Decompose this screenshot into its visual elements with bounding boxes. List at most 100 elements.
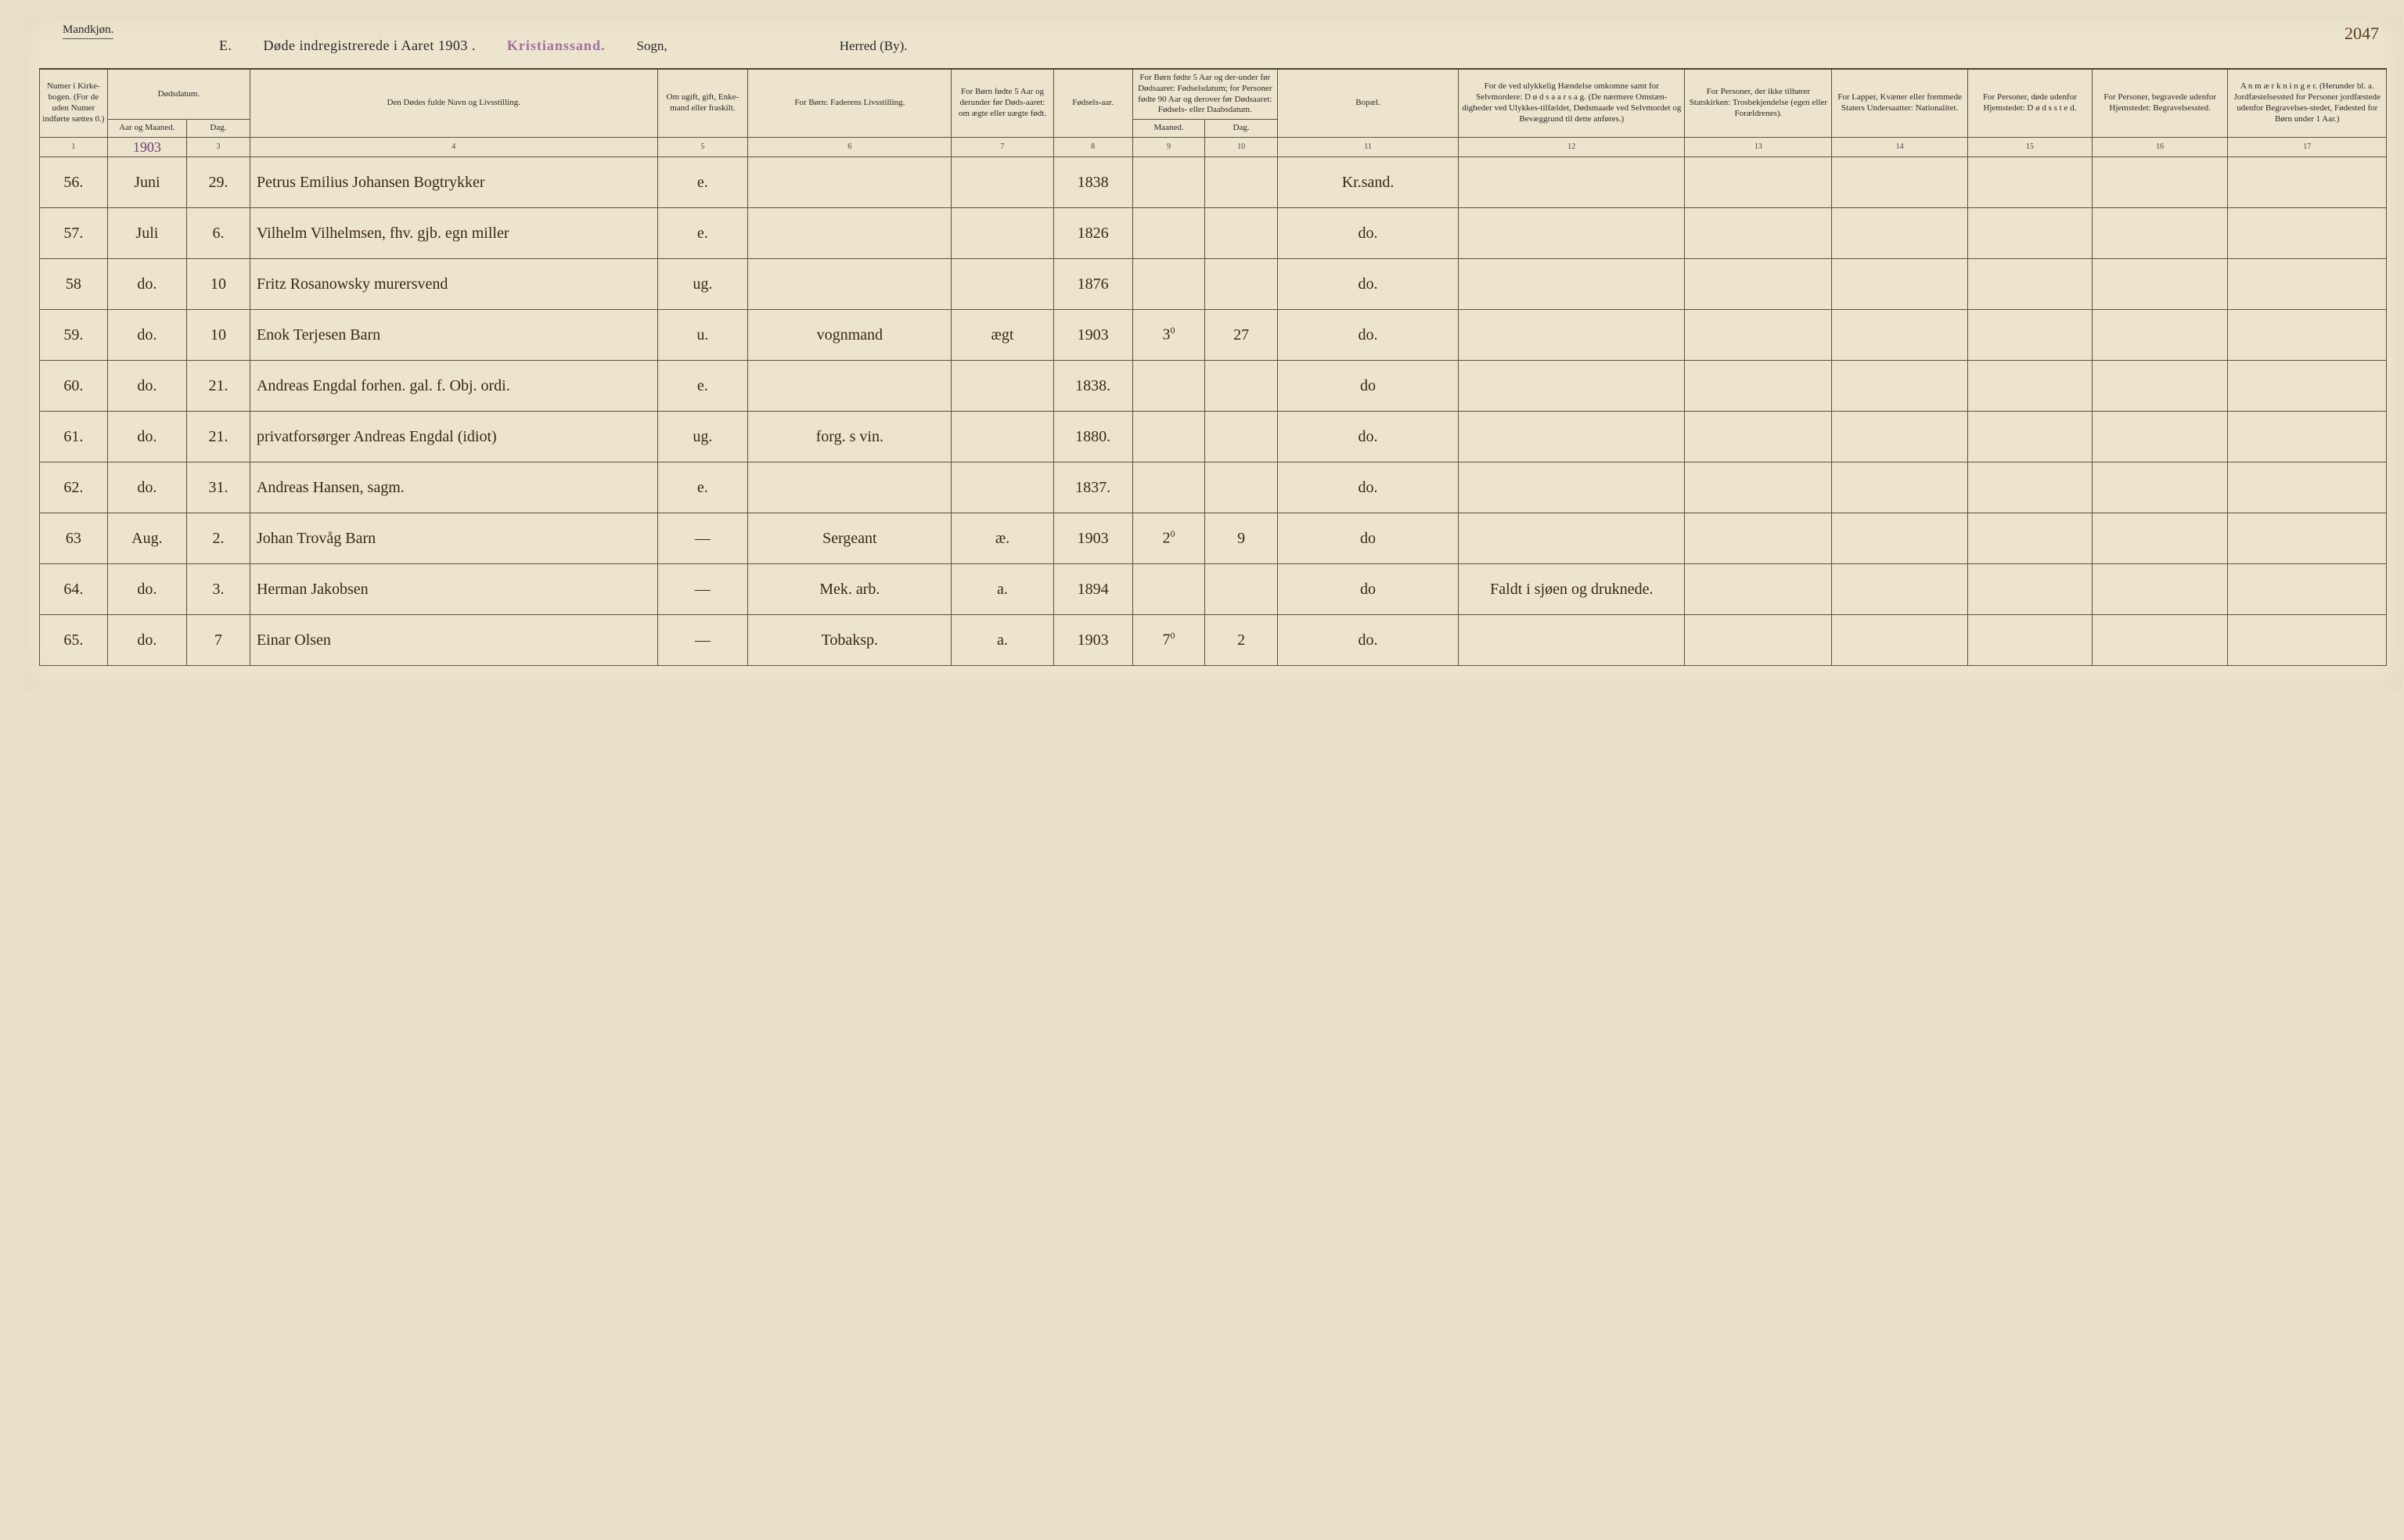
- cell: do.: [1277, 208, 1458, 259]
- cell: [1967, 412, 2092, 462]
- cell: Tobaksp.: [748, 615, 952, 666]
- title-row: E. Døde indregistrerede i Aaret 1903 . K…: [39, 38, 2387, 54]
- cell: [1459, 615, 1685, 666]
- cell: [2092, 259, 2228, 310]
- cell: 65.: [40, 615, 108, 666]
- cell: [2228, 208, 2387, 259]
- cell: Kr.sand.: [1277, 157, 1458, 208]
- col-6-header: For Børn: Faderens Livsstilling.: [748, 69, 952, 137]
- cell: [2092, 564, 2228, 615]
- sogn-label: Sogn,: [636, 38, 667, 54]
- cell: æ.: [952, 513, 1053, 564]
- cell: [748, 208, 952, 259]
- cell: do.: [1277, 259, 1458, 310]
- cell: Mek. arb.: [748, 564, 952, 615]
- cell: 61.: [40, 412, 108, 462]
- table-row: 62.do.31.Andreas Hansen, sagm.e.1837.do.: [40, 462, 2387, 513]
- cell: [2092, 310, 2228, 361]
- cell: 9: [1205, 513, 1278, 564]
- cell: [748, 361, 952, 412]
- cell: [2228, 310, 2387, 361]
- cell: 62.: [40, 462, 108, 513]
- col-11-header: Bopæl.: [1277, 69, 1458, 137]
- cell: [1832, 310, 1968, 361]
- col-15-header: For Personer, døde udenfor Hjemstedet: D…: [1967, 69, 2092, 137]
- table-row: 64.do.3.Herman Jakobsen—Mek. arb.a.1894d…: [40, 564, 2387, 615]
- table-row: 63Aug.2.Johan Trovåg Barn—Sergeantæ.1903…: [40, 513, 2387, 564]
- page-number: 2047: [2345, 23, 2379, 44]
- colnum: 3: [186, 137, 250, 157]
- ledger-table: Numer i Kirke-bogen. (For de uden Numer …: [39, 68, 2387, 666]
- cell: [1132, 412, 1205, 462]
- cell: Fritz Rosanowsky murersvend: [250, 259, 657, 310]
- col-9-header: Maaned.: [1132, 120, 1205, 138]
- cell: [1205, 564, 1278, 615]
- cell: [1685, 208, 1832, 259]
- cell: 64.: [40, 564, 108, 615]
- cell: [748, 462, 952, 513]
- cell: —: [657, 513, 748, 564]
- cell: [1967, 462, 2092, 513]
- colnum: 8: [1053, 137, 1132, 157]
- cell: 59.: [40, 310, 108, 361]
- cell: [1459, 361, 1685, 412]
- cell: [1459, 259, 1685, 310]
- cell: do: [1277, 564, 1458, 615]
- colnum: 16: [2092, 137, 2228, 157]
- cell: [2092, 462, 2228, 513]
- cell: 27: [1205, 310, 1278, 361]
- cell: [1967, 259, 2092, 310]
- cell: ug.: [657, 259, 748, 310]
- cell: [1967, 157, 2092, 208]
- cell: Johan Trovåg Barn: [250, 513, 657, 564]
- col-5-header: Om ugift, gift, Enke-mand eller fraskilt…: [657, 69, 748, 137]
- cell: [952, 361, 1053, 412]
- cell: do.: [107, 462, 186, 513]
- col-4-header: Den Dødes fulde Navn og Livsstilling.: [250, 69, 657, 137]
- col-8-header: Fødsels-aar.: [1053, 69, 1132, 137]
- cell: 1903: [1053, 615, 1132, 666]
- cell: Aug.: [107, 513, 186, 564]
- cell: 30: [1132, 310, 1205, 361]
- cell: [1459, 412, 1685, 462]
- cell: [1459, 462, 1685, 513]
- ledger-page: Mandkjøn. 2047 E. Døde indregistrerede i…: [23, 16, 2402, 689]
- cell: [1205, 157, 1278, 208]
- page-title: Døde indregistrerede i Aaret 1903 .: [264, 38, 476, 54]
- cell: [1832, 513, 1968, 564]
- cell: Sergeant: [748, 513, 952, 564]
- cell: [1132, 259, 1205, 310]
- colnum: 14: [1832, 137, 1968, 157]
- cell: 60.: [40, 361, 108, 412]
- cell: forg. s vin.: [748, 412, 952, 462]
- cell: [2228, 259, 2387, 310]
- cell: ægt: [952, 310, 1053, 361]
- cell: [952, 462, 1053, 513]
- colnum: 1903: [107, 137, 186, 157]
- cell: a.: [952, 564, 1053, 615]
- year-handwritten: 1903: [133, 139, 161, 155]
- cell: do.: [107, 412, 186, 462]
- cell: Enok Terjesen Barn: [250, 310, 657, 361]
- cell: do.: [107, 259, 186, 310]
- cell: [2092, 412, 2228, 462]
- cell: [1832, 208, 1968, 259]
- cell: [1967, 564, 2092, 615]
- cell: u.: [657, 310, 748, 361]
- column-number-row: 1 1903 3 4 5 6 7 8 9 10 11 12 13 14 15 1…: [40, 137, 2387, 157]
- cell: [1832, 462, 1968, 513]
- cell: Faldt i sjøen og druknede.: [1459, 564, 1685, 615]
- cell: e.: [657, 361, 748, 412]
- cell: [1205, 412, 1278, 462]
- cell: 10: [186, 259, 250, 310]
- colnum: 15: [1967, 137, 2092, 157]
- col-2-3-header: Dødsdatum.: [107, 69, 250, 120]
- cell: [1832, 157, 1968, 208]
- cell: 2: [1205, 615, 1278, 666]
- cell: [1685, 564, 1832, 615]
- cell: 21.: [186, 412, 250, 462]
- cell: [1132, 564, 1205, 615]
- cell: 29.: [186, 157, 250, 208]
- cell: [1685, 462, 1832, 513]
- colnum: 1: [40, 137, 108, 157]
